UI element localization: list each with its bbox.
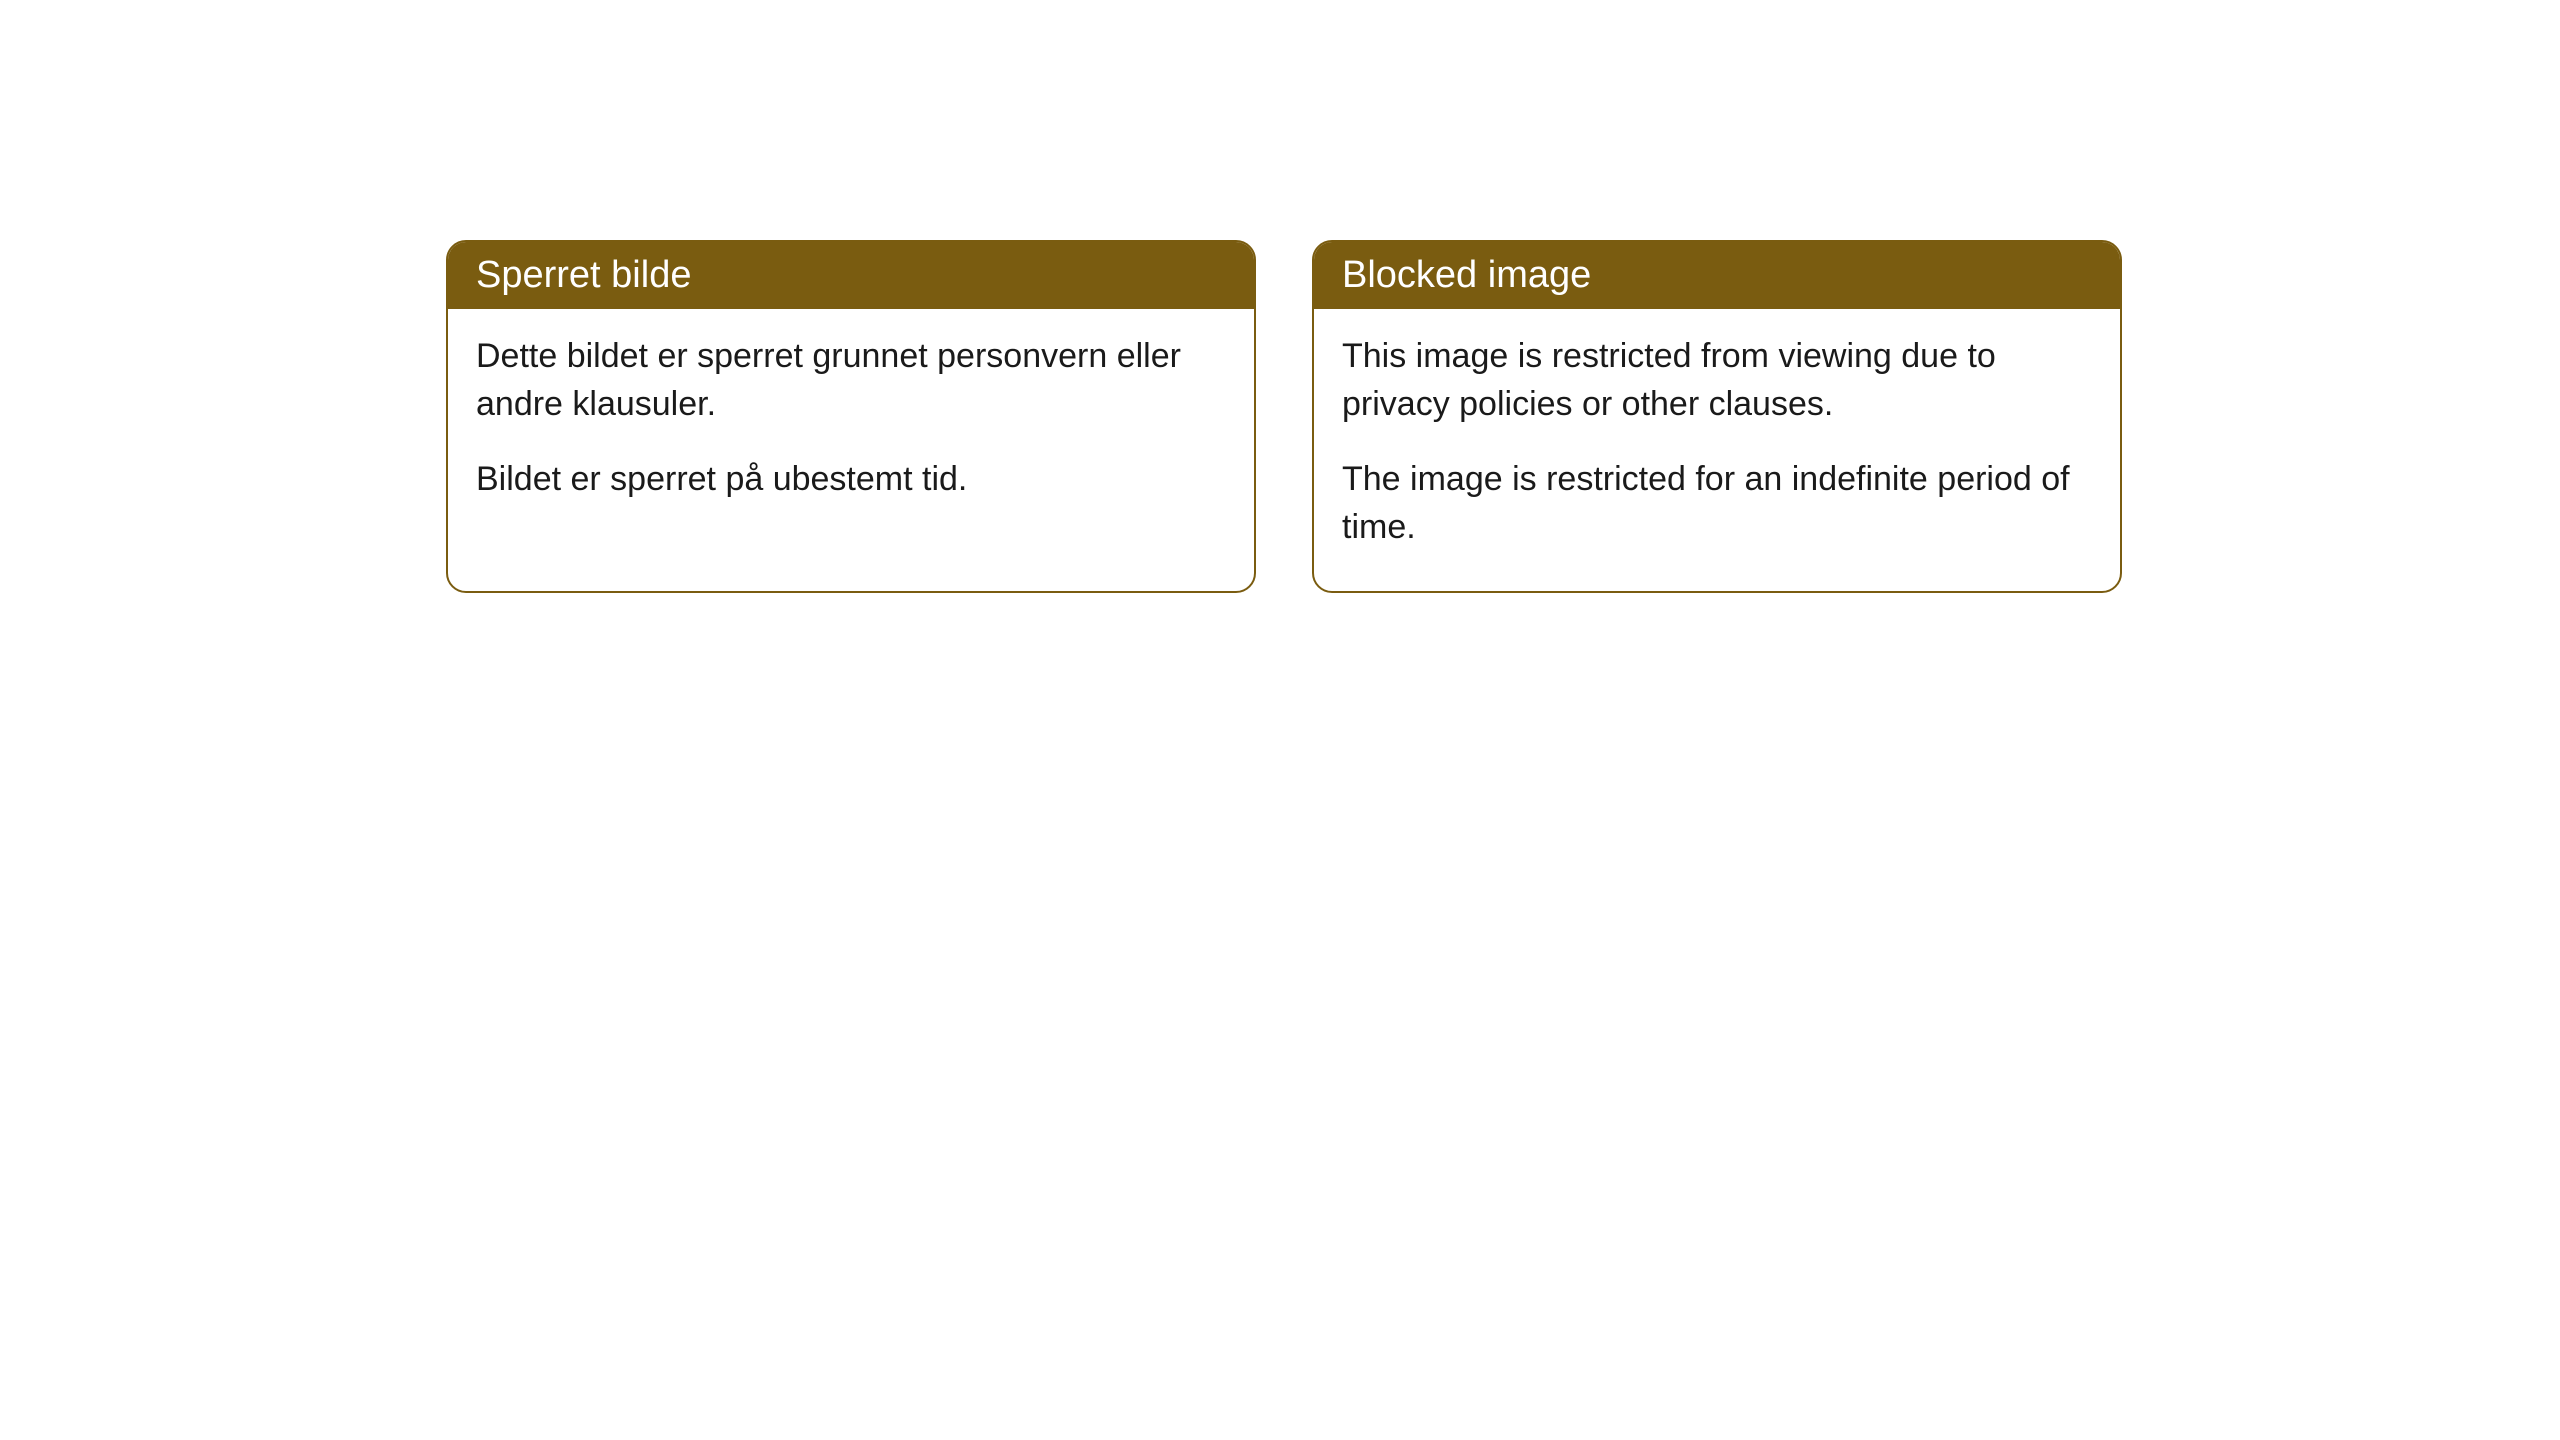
card-header: Blocked image xyxy=(1314,242,2120,309)
card-title: Sperret bilde xyxy=(476,254,691,296)
card-header: Sperret bilde xyxy=(448,242,1254,309)
card-paragraph: Dette bildet er sperret grunnet personve… xyxy=(476,333,1226,428)
card-body: Dette bildet er sperret grunnet personve… xyxy=(448,309,1254,544)
notice-container: Sperret bilde Dette bildet er sperret gr… xyxy=(446,240,2122,593)
card-body: This image is restricted from viewing du… xyxy=(1314,309,2120,591)
card-paragraph: This image is restricted from viewing du… xyxy=(1342,333,2092,428)
notice-card-norwegian: Sperret bilde Dette bildet er sperret gr… xyxy=(446,240,1256,593)
card-title: Blocked image xyxy=(1342,254,1591,296)
card-paragraph: The image is restricted for an indefinit… xyxy=(1342,456,2092,551)
notice-card-english: Blocked image This image is restricted f… xyxy=(1312,240,2122,593)
card-paragraph: Bildet er sperret på ubestemt tid. xyxy=(476,456,1226,504)
